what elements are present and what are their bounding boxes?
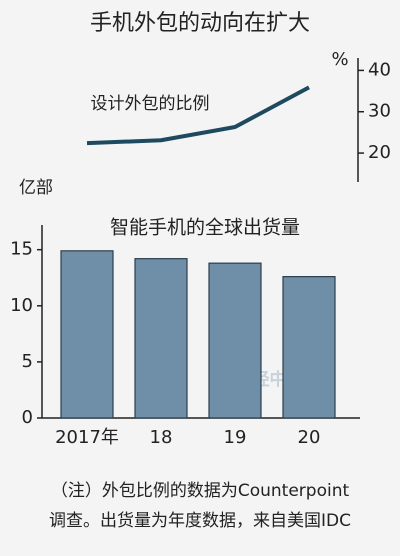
- x-tick-label: 19: [224, 427, 247, 448]
- y2-tick-label: 20: [368, 142, 391, 163]
- x-tick-label: 20: [298, 427, 321, 448]
- y-label: 亿部: [19, 178, 53, 198]
- bar: [282, 276, 336, 419]
- y2-label: %: [331, 49, 348, 70]
- chart-title: 手机外包的动向在扩大: [90, 11, 310, 36]
- x-tick-label: 2017年: [55, 427, 119, 448]
- y-tick-label: 0: [22, 407, 33, 428]
- y2-tick-label: 30: [368, 101, 391, 122]
- line-series-label: 设计外包的比例: [91, 94, 210, 114]
- note-line: 调查。出货量为年度数据，来自美国IDC: [49, 511, 351, 531]
- x-tick-label: 18: [150, 427, 173, 448]
- bar: [60, 250, 114, 419]
- bar-series-label: 智能手机的全球出货量: [110, 217, 300, 239]
- y2-tick-label: 40: [368, 59, 391, 80]
- bar: [134, 258, 188, 419]
- line: [86, 85, 310, 146]
- y-tick-label: 5: [22, 351, 33, 372]
- bar: [208, 262, 262, 419]
- y-tick-label: 15: [10, 239, 33, 260]
- y-tick-label: 10: [10, 295, 33, 316]
- note-line: （注）外包比例的数据为Counterpoint: [51, 481, 350, 501]
